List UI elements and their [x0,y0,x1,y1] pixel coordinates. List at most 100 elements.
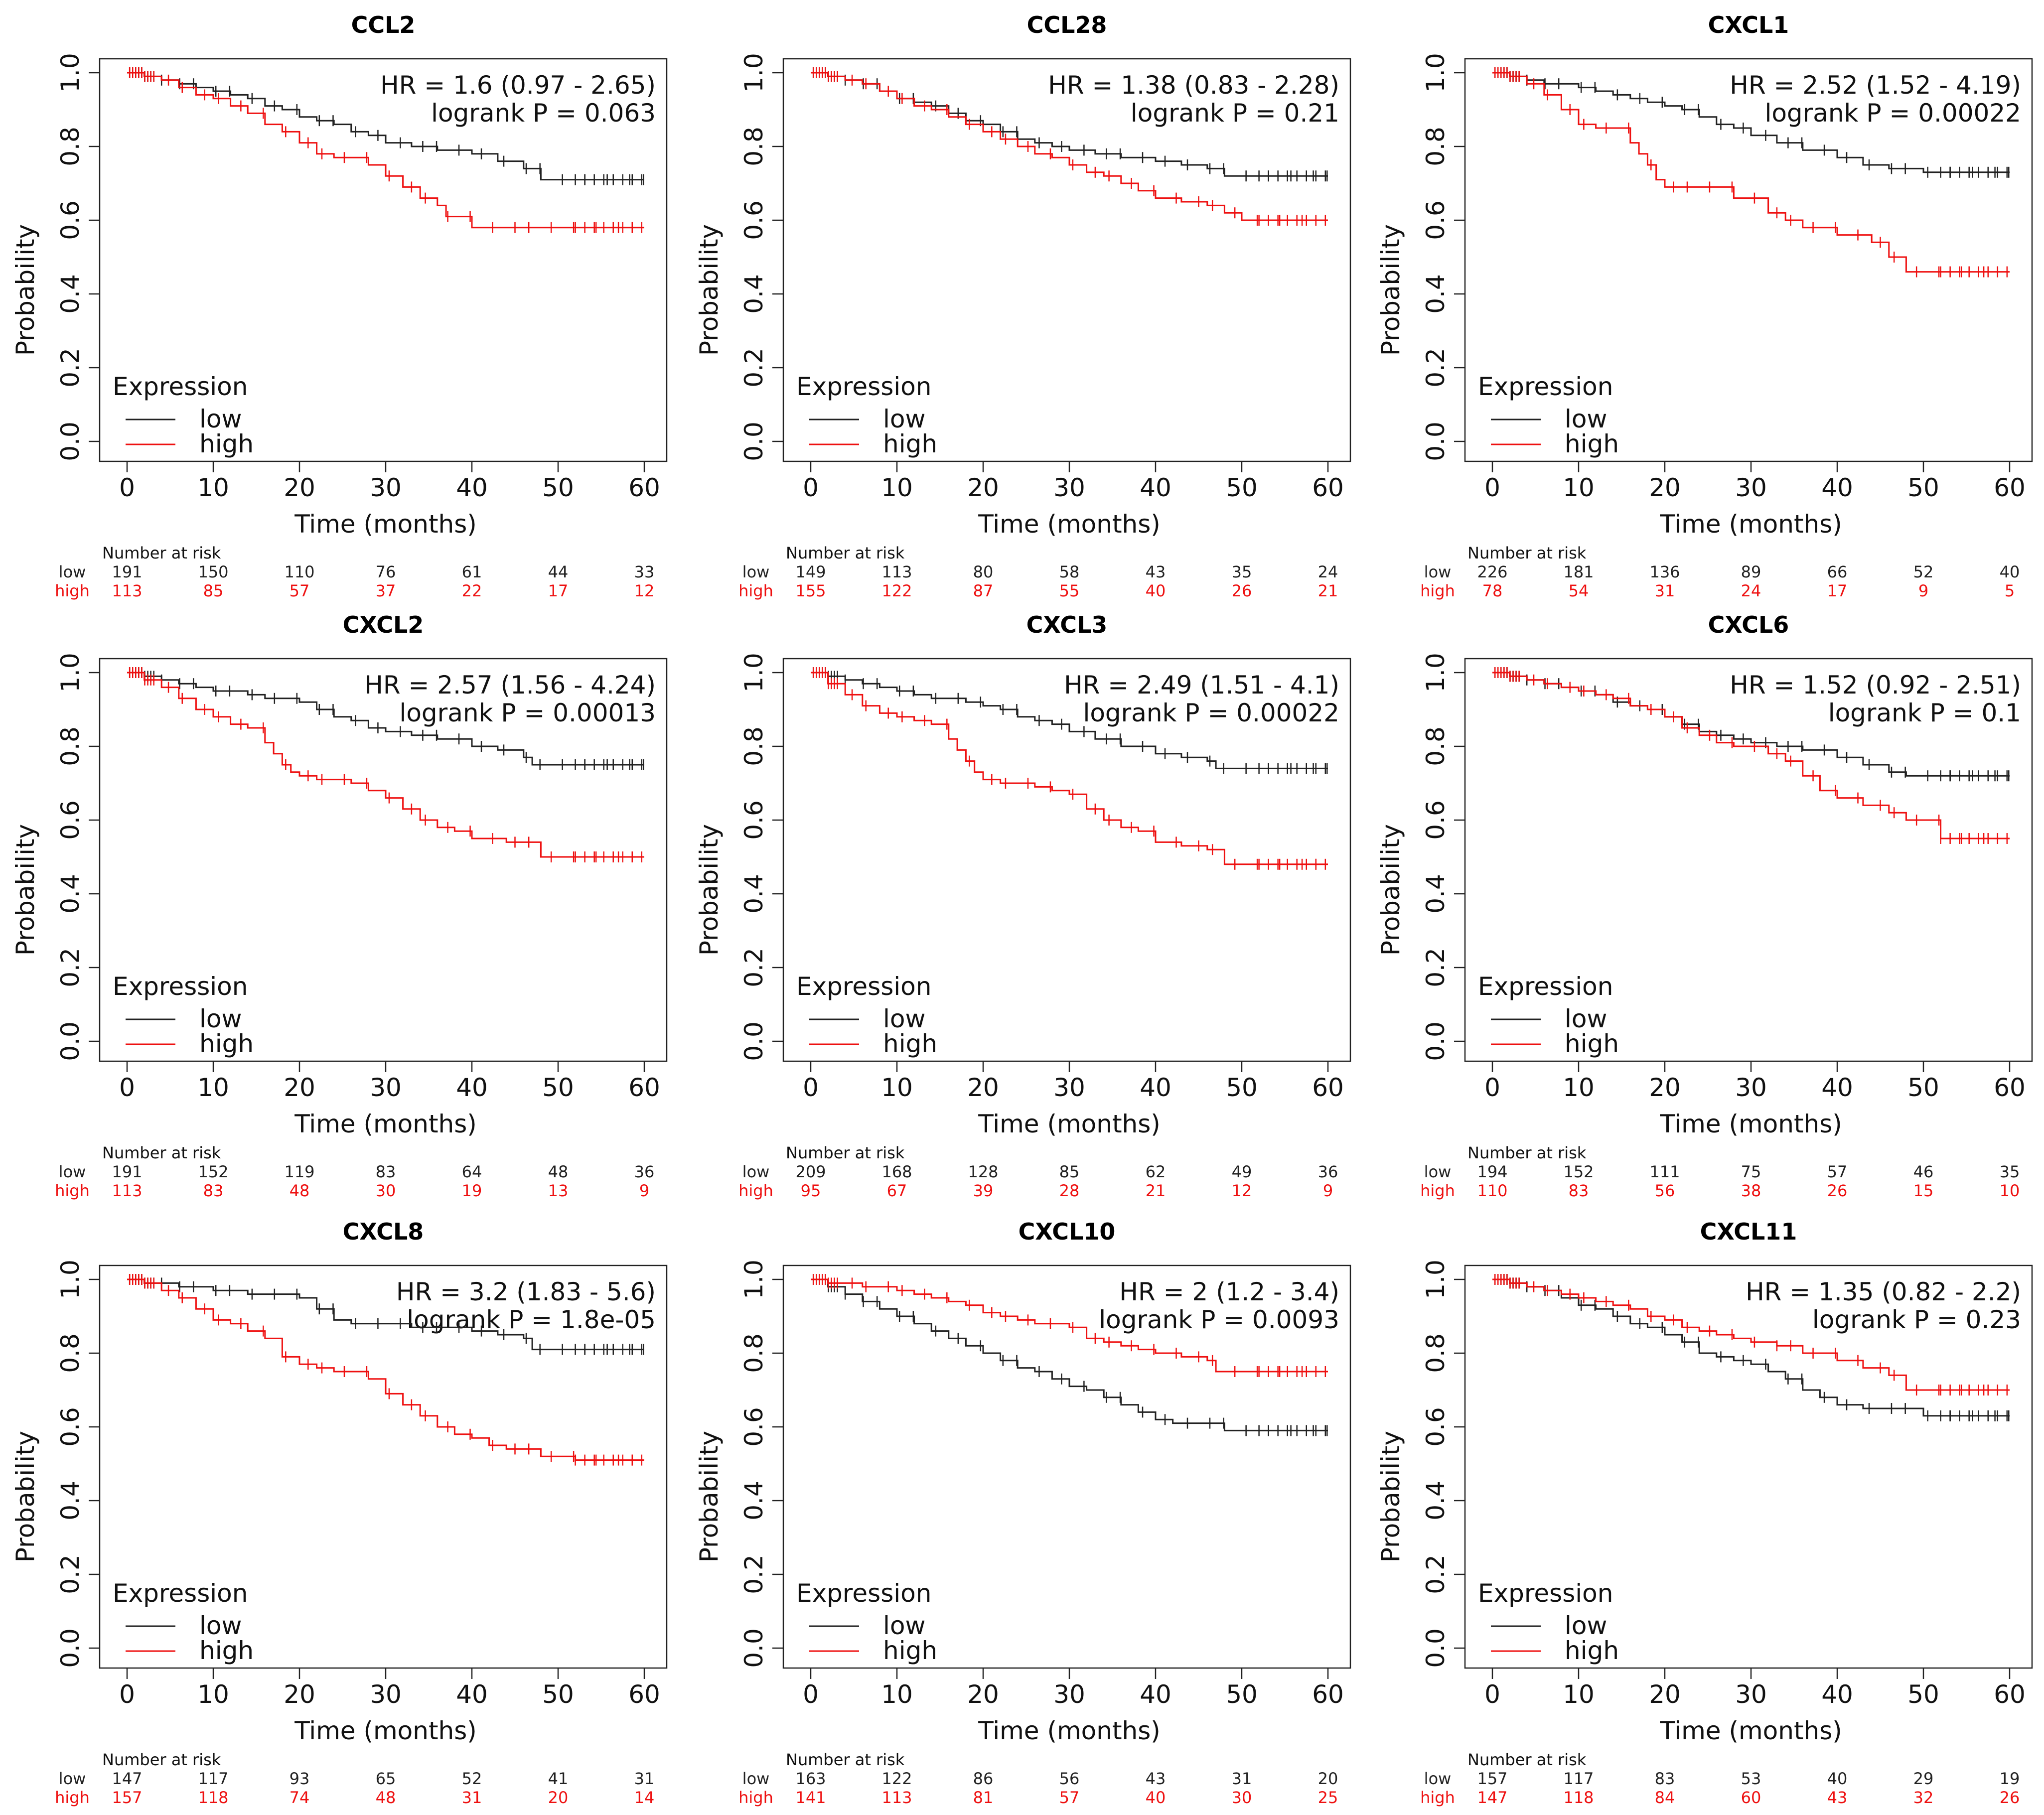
risk-count-high: 31 [1655,581,1675,600]
risk-table-header: Number at risk [102,1143,221,1162]
risk-count-high: 19 [462,1181,482,1200]
risk-count-low: 89 [1741,562,1761,581]
km-panel-cxcl10: CXCL10 0.0 0.2 0.4 0.6 0.8 1.0 Probability 0 10 20… [695,1218,1351,1807]
km-curve-high [1492,72,2010,273]
km-curve-low [127,72,644,181]
risk-count-high: 113 [112,1181,142,1200]
risk-count-low: 31 [634,1769,655,1788]
y-tick-label: 0.2 [739,948,768,987]
x-tick-label: 10 [1563,473,1595,502]
x-axis: 0 10 20 30 40 50 60 Time (months) [119,1061,660,1138]
risk-table-header: Number at risk [1467,1143,1587,1162]
x-tick-label: 50 [542,473,574,502]
x-tick-label: 40 [1821,1073,1853,1102]
y-tick-label: 0.4 [56,874,85,914]
risk-row-label-high: high [738,1788,773,1807]
x-tick-label: 0 [119,473,135,502]
risk-count-high: 60 [1741,1788,1761,1807]
y-tick-label: 1.0 [1421,53,1450,93]
risk-count-high: 15 [1913,1181,1934,1200]
risk-count-low: 29 [1913,1769,1934,1788]
km-panel-cxcl6: CXCL6 0.0 0.2 0.4 0.6 0.8 1.0 Probability 0 10 20 3… [1376,611,2033,1200]
risk-count-high: 141 [795,1788,826,1807]
risk-count-low: 36 [634,1162,655,1181]
y-tick-label: 0.6 [1421,1407,1450,1447]
risk-count-low: 58 [1059,562,1080,581]
km-curve-high [127,72,644,229]
y-tick-label: 0.8 [739,726,768,766]
risk-count-high: 67 [887,1181,907,1200]
risk-table-header: Number at risk [786,1143,905,1162]
risk-count-high: 24 [1741,581,1761,600]
x-axis: 0 10 20 30 40 50 60 Time (months) [803,1668,1344,1745]
censor-marks-high [812,1274,1326,1377]
x-tick-label: 30 [370,1680,402,1709]
x-tick-label: 20 [967,1680,999,1709]
x-tick-label: 20 [284,1073,315,1102]
x-tick-label: 50 [542,1680,574,1709]
panel-title: CXCL3 [1026,611,1108,638]
x-axis: 0 10 20 30 40 50 60 Time (months) [1484,1668,2026,1745]
plot-frame [782,1264,1351,1669]
risk-table-header: Number at risk [1467,544,1587,562]
x-axis-title: Time (months) [294,510,477,539]
km-panel-cxcl1: CXCL1 0.0 0.2 0.4 0.6 0.8 1.0 Probability 0 10 20 3… [1376,11,2033,600]
km-curve-low [811,672,1328,769]
y-tick-label: 0.0 [56,1021,85,1061]
risk-table: Number at risk low 147 117 93 65 52 41 31 high 157… [55,1750,654,1807]
censor-marks-high [1494,1274,2008,1396]
risk-count-high: 5 [2005,581,2015,600]
risk-count-high: 95 [801,1181,821,1200]
risk-count-low: 66 [1827,562,1848,581]
risk-table-header: Number at risk [102,544,221,562]
risk-table: Number at risk low 226 181 136 89 66 52 40 high 78… [1420,544,2020,600]
y-tick-label: 0.8 [1421,127,1450,166]
x-tick-label: 20 [967,473,999,502]
risk-count-high: 54 [1569,581,1589,600]
risk-count-low: 150 [198,562,228,581]
risk-count-low: 56 [1059,1769,1080,1788]
y-tick-label: 0.0 [1421,1021,1450,1061]
legend-label-high: high [199,1029,254,1058]
risk-count-high: 83 [203,1181,224,1200]
hazard-ratio-text: HR = 2.52 (1.52 - 4.19) [1730,71,2021,100]
x-tick-label: 30 [1053,1680,1085,1709]
y-tick-label: 1.0 [739,1259,768,1299]
hazard-ratio-text: HR = 1.52 (0.92 - 2.51) [1730,671,2021,699]
y-tick-label: 0.8 [56,1333,85,1373]
risk-count-high: 147 [1477,1788,1507,1807]
panel-title: CXCL1 [1708,11,1789,38]
x-tick-label: 40 [1821,1680,1853,1709]
risk-count-high: 9 [639,1181,649,1200]
risk-count-high: 113 [881,1788,912,1807]
risk-count-low: 119 [284,1162,314,1181]
y-axis: 0.0 0.2 0.4 0.6 0.8 1.0 Probability [1376,653,1465,1061]
risk-count-low: 163 [795,1769,826,1788]
risk-count-low: 20 [1318,1769,1338,1788]
logrank-p-text: logrank P = 0.0093 [1099,1305,1339,1334]
y-tick-label: 0.4 [56,1481,85,1521]
x-tick-label: 40 [1140,1073,1171,1102]
risk-count-low: 128 [968,1162,998,1181]
risk-count-high: 28 [1059,1181,1080,1200]
x-tick-label: 10 [197,473,229,502]
legend-label-low: low [199,1004,242,1033]
risk-count-high: 26 [2000,1788,2020,1807]
risk-table: Number at risk low 194 152 111 75 57 46 35 high 11… [1420,1143,2020,1200]
x-tick-label: 30 [370,1073,402,1102]
y-tick-label: 0.6 [739,800,768,840]
x-tick-label: 10 [1563,1073,1595,1102]
x-axis-title: Time (months) [294,1716,477,1745]
y-tick-label: 0.8 [739,127,768,166]
risk-count-low: 35 [1232,562,1252,581]
y-axis: 0.0 0.2 0.4 0.6 0.8 1.0 Probability [695,653,783,1061]
risk-count-low: 65 [376,1769,396,1788]
y-axis-title: Probability [1376,1431,1405,1562]
panel-title: CXCL8 [343,1218,424,1245]
x-tick-label: 20 [284,473,315,502]
y-tick-label: 0.6 [56,1407,85,1447]
risk-count-low: 117 [198,1769,228,1788]
